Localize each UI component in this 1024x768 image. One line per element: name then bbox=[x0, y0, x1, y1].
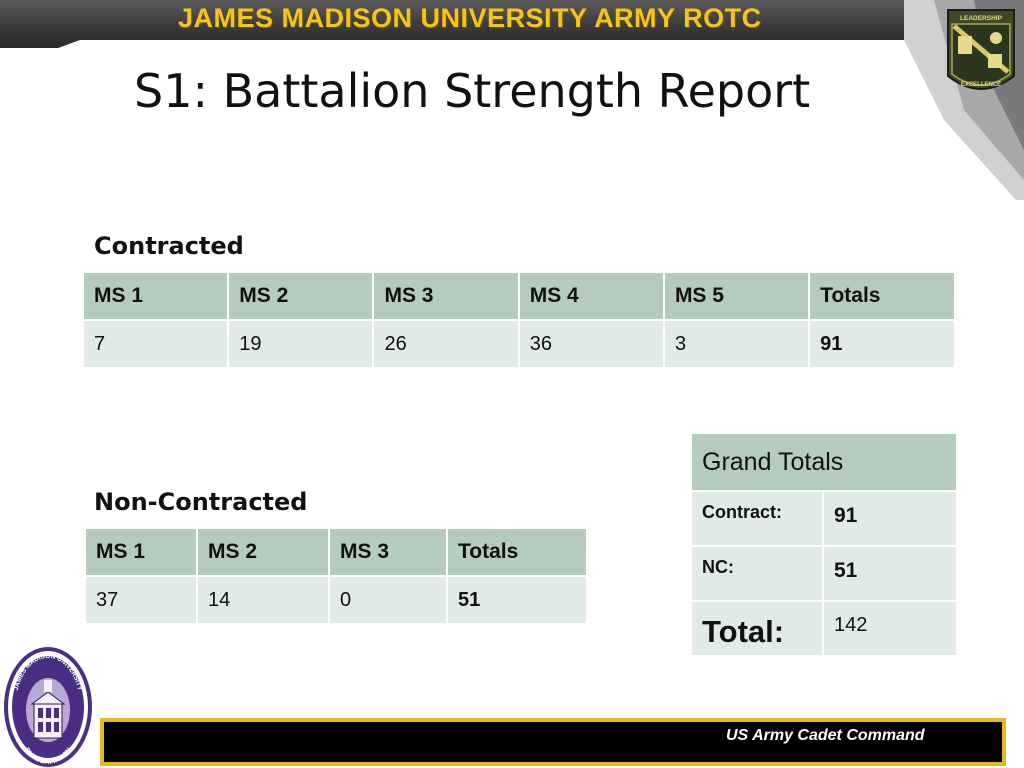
jmu-duke-battalion-seal-icon: JAMES MADISON UNIVERSITY DUKE BATTALION bbox=[4, 647, 92, 767]
page-title: S1: Battalion Strength Report bbox=[134, 64, 811, 118]
contracted-header-row: MS 1 MS 2 MS 3 MS 4 MS 5 Totals bbox=[84, 273, 954, 319]
banner-title: JAMES MADISON UNIVERSITY ARMY ROTC bbox=[178, 3, 762, 33]
contracted-header-totals: Totals bbox=[810, 273, 954, 319]
emblem-bottom-text: EXCELLENCE bbox=[961, 82, 1001, 88]
non-contracted-header-ms1: MS 1 bbox=[86, 529, 196, 575]
contracted-value-ms2: 19 bbox=[229, 321, 373, 367]
contracted-value-ms3: 26 bbox=[374, 321, 518, 367]
non-contracted-value-totals: 51 bbox=[448, 577, 586, 623]
rotc-emblem-icon: LEADERSHIP EXCELLENCE bbox=[947, 9, 1015, 90]
contracted-value-ms1: 7 bbox=[84, 321, 228, 367]
non-contracted-value-ms2: 14 bbox=[198, 577, 328, 623]
grand-totals-row-contract: Contract: 91 bbox=[692, 492, 956, 545]
grand-totals-total-label: Total: bbox=[692, 602, 822, 655]
contracted-value-row: 7 19 26 36 3 91 bbox=[84, 321, 954, 367]
non-contracted-value-ms1: 37 bbox=[86, 577, 196, 623]
grand-totals-row-nc: NC: 51 bbox=[692, 547, 956, 600]
contracted-header-ms3: MS 3 bbox=[374, 273, 518, 319]
grand-totals-total-value: 142 bbox=[824, 602, 956, 655]
non-contracted-table: MS 1 MS 2 MS 3 Totals 37 14 0 51 bbox=[84, 527, 588, 625]
grand-totals-table: Grand Totals Contract: 91 NC: 51 Total: … bbox=[690, 432, 958, 657]
grand-totals-nc-value: 51 bbox=[824, 547, 956, 600]
grand-totals-header-row: Grand Totals bbox=[692, 434, 956, 490]
footer-text: US Army Cadet Command bbox=[726, 727, 925, 744]
top-banner bbox=[0, 0, 1024, 48]
grand-totals-contract-label: Contract: bbox=[692, 492, 822, 545]
non-contracted-header-row: MS 1 MS 2 MS 3 Totals bbox=[86, 529, 586, 575]
non-contracted-value-ms3: 0 bbox=[330, 577, 446, 623]
contracted-table: MS 1 MS 2 MS 3 MS 4 MS 5 Totals 7 19 26 … bbox=[82, 271, 956, 369]
non-contracted-header-ms3: MS 3 bbox=[330, 529, 446, 575]
contracted-header-ms5: MS 5 bbox=[664, 273, 809, 319]
emblem-top-text: LEADERSHIP bbox=[960, 15, 1003, 22]
contracted-header-ms4: MS 4 bbox=[519, 273, 663, 319]
contracted-header-ms1: MS 1 bbox=[84, 273, 228, 319]
grand-totals-contract-value: 91 bbox=[824, 492, 956, 545]
contracted-heading: Contracted bbox=[94, 232, 244, 260]
grand-totals-nc-label: NC: bbox=[692, 547, 822, 600]
non-contracted-header-totals: Totals bbox=[448, 529, 586, 575]
grand-totals-row-total: Total: 142 bbox=[692, 602, 956, 655]
non-contracted-header-ms2: MS 2 bbox=[198, 529, 328, 575]
non-contracted-value-row: 37 14 0 51 bbox=[86, 577, 586, 623]
grand-totals-header: Grand Totals bbox=[692, 434, 956, 490]
footer-bar bbox=[100, 718, 1006, 766]
contracted-value-ms4: 36 bbox=[519, 321, 663, 367]
non-contracted-heading: Non-Contracted bbox=[94, 488, 308, 516]
contracted-value-ms5: 3 bbox=[664, 321, 809, 367]
contracted-header-ms2: MS 2 bbox=[229, 273, 373, 319]
contracted-value-totals: 91 bbox=[810, 321, 954, 367]
